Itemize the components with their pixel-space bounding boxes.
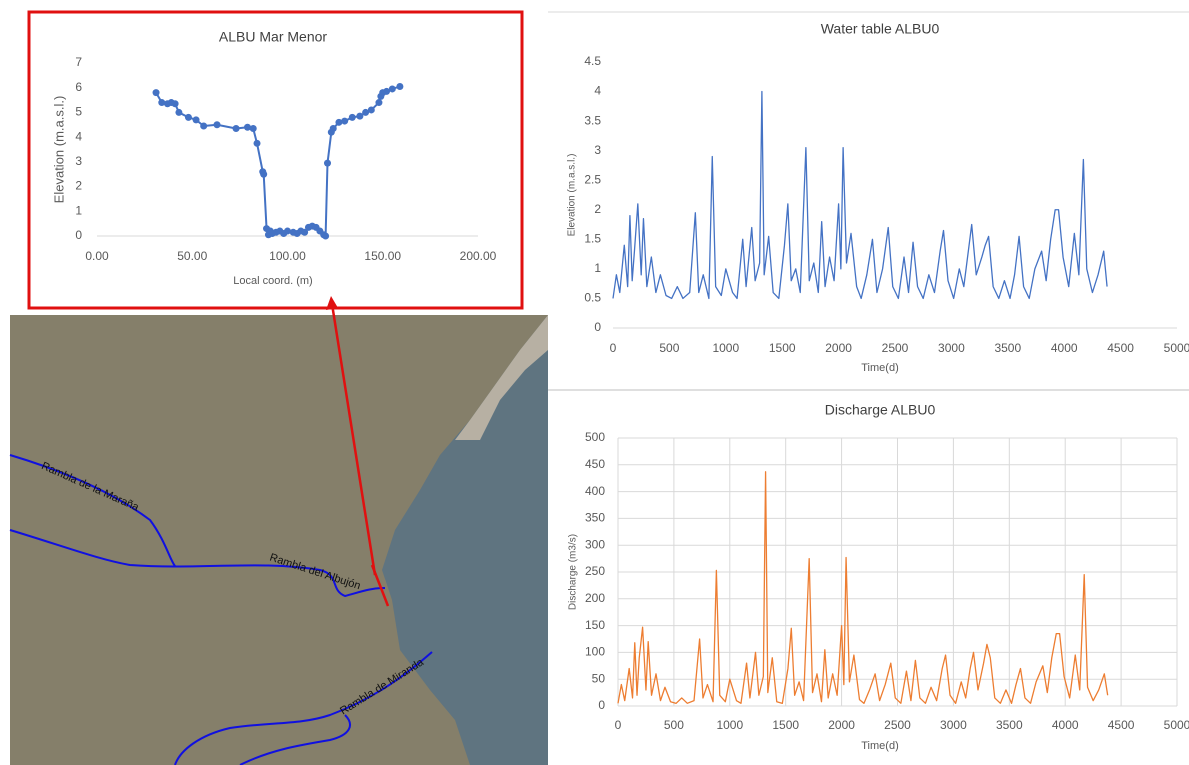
data-point <box>172 100 179 107</box>
data-point <box>175 109 182 116</box>
chart-title: Discharge ALBU0 <box>825 402 936 418</box>
x-tick-label: 1000 <box>716 718 743 732</box>
chart-title: ALBU Mar Menor <box>219 29 327 45</box>
x-tick-label: 200.00 <box>460 249 497 263</box>
y-tick-label: 3 <box>594 143 601 157</box>
x-axis-title: Time(d) <box>861 362 898 374</box>
y-tick-label: 1 <box>594 261 601 275</box>
x-tick-label: 1000 <box>712 341 739 355</box>
y-tick-label: 0 <box>594 320 601 334</box>
y-tick-label: 4 <box>75 129 82 143</box>
y-tick-label: 350 <box>585 511 605 525</box>
data-point <box>330 125 337 132</box>
x-tick-label: 500 <box>664 718 684 732</box>
data-point <box>322 233 329 240</box>
figure: Rambla de la Maraña Rambla del Albujón R… <box>0 0 1189 765</box>
x-tick-label: 100.00 <box>269 249 306 263</box>
highlight-frame <box>29 12 522 308</box>
y-tick-label: 150 <box>585 618 605 632</box>
data-point <box>389 85 396 92</box>
y-tick-label: 1 <box>75 203 82 217</box>
map: Rambla de la Maraña Rambla del Albujón R… <box>10 296 548 765</box>
x-tick-label: 1500 <box>769 341 796 355</box>
data-point <box>260 171 267 178</box>
y-tick-label: 250 <box>585 564 605 578</box>
data-point <box>153 89 160 96</box>
y-tick-label: 3.5 <box>584 113 601 127</box>
data-point <box>324 160 331 167</box>
x-tick-label: 0 <box>610 341 617 355</box>
y-tick-label: 400 <box>585 484 605 498</box>
y-tick-label: 100 <box>585 645 605 659</box>
y-tick-label: 2 <box>594 202 601 216</box>
x-tick-label: 4500 <box>1107 341 1134 355</box>
x-tick-label: 2000 <box>825 341 852 355</box>
y-tick-label: 3 <box>75 154 82 168</box>
y-axis-title: Elevation (m.a.s.l.) <box>51 96 66 204</box>
data-point <box>254 140 261 147</box>
chart-title: Water table ALBU0 <box>821 21 940 37</box>
y-tick-label: 450 <box>585 457 605 471</box>
data-point <box>200 123 207 130</box>
data-point <box>193 116 200 123</box>
data-point <box>341 118 348 125</box>
x-tick-label: 150.00 <box>364 249 401 263</box>
x-tick-label: 3000 <box>938 341 965 355</box>
data-point <box>233 125 240 132</box>
y-tick-label: 1.5 <box>584 232 601 246</box>
y-axis-title: Discharge (m3/s) <box>568 534 579 610</box>
data-line <box>618 472 1108 704</box>
x-tick-label: 0 <box>615 718 622 732</box>
data-point <box>375 99 382 106</box>
y-tick-label: 0 <box>75 228 82 242</box>
y-tick-label: 0 <box>598 698 605 712</box>
y-tick-label: 200 <box>585 591 605 605</box>
y-tick-label: 5 <box>75 105 82 119</box>
y-tick-label: 2 <box>75 179 82 193</box>
y-tick-label: 4 <box>594 84 601 98</box>
data-line <box>156 86 400 236</box>
x-tick-label: 3500 <box>994 341 1021 355</box>
data-point <box>396 83 403 90</box>
y-axis-title: Elevation (m.a.s.l.) <box>567 154 578 237</box>
x-tick-label: 50.00 <box>177 249 207 263</box>
x-tick-label: 0.00 <box>85 249 109 263</box>
y-tick-label: 500 <box>585 430 605 444</box>
x-axis-title: Time(d) <box>861 740 898 752</box>
x-tick-label: 4000 <box>1051 341 1078 355</box>
x-tick-label: 5000 <box>1164 718 1189 732</box>
x-tick-label: 2500 <box>882 341 909 355</box>
x-tick-label: 3500 <box>996 718 1023 732</box>
x-axis-title: Local coord. (m) <box>233 275 312 287</box>
data-point <box>349 114 356 121</box>
x-tick-label: 1500 <box>772 718 799 732</box>
y-tick-label: 6 <box>75 80 82 94</box>
y-tick-label: 2.5 <box>584 172 601 186</box>
data-point <box>185 114 192 121</box>
x-tick-label: 2500 <box>884 718 911 732</box>
y-tick-label: 0.5 <box>584 291 601 305</box>
x-tick-label: 500 <box>659 341 679 355</box>
y-tick-label: 4.5 <box>584 54 601 68</box>
x-tick-label: 4500 <box>1108 718 1135 732</box>
data-point <box>250 125 257 132</box>
data-line <box>613 92 1107 299</box>
y-tick-label: 7 <box>75 55 82 69</box>
y-tick-label: 50 <box>592 671 606 685</box>
x-tick-label: 4000 <box>1052 718 1079 732</box>
data-point <box>368 106 375 113</box>
x-tick-label: 5000 <box>1164 341 1189 355</box>
y-tick-label: 300 <box>585 537 605 551</box>
x-tick-label: 3000 <box>940 718 967 732</box>
x-tick-label: 2000 <box>828 718 855 732</box>
data-point <box>214 121 221 128</box>
